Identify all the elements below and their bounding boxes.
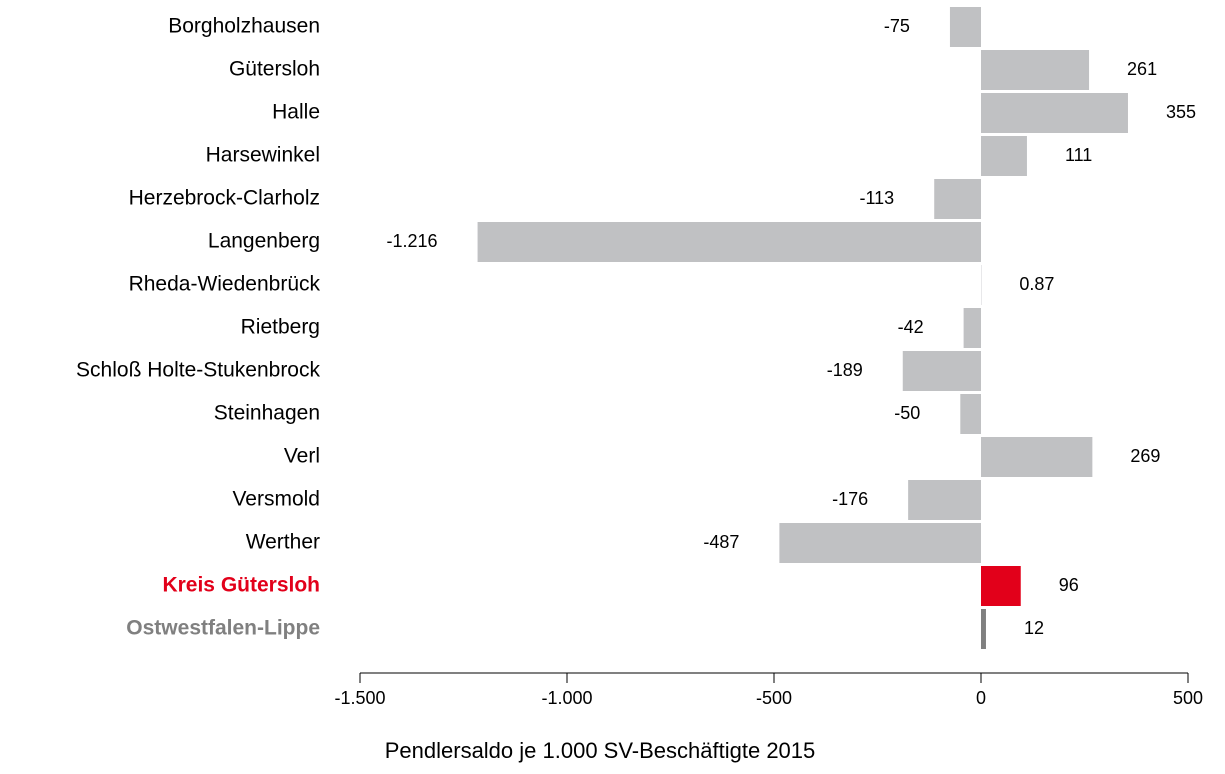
bar [981,136,1027,176]
x-tick-label: 500 [1173,688,1203,708]
bar [960,394,981,434]
bar [981,437,1093,477]
category-label: Werther [246,531,320,554]
category-label: Borgholzhausen [168,15,320,38]
category-label: Herzebrock-Clarholz [129,187,320,210]
value-label: -75 [884,16,910,36]
category-label: Versmold [232,488,320,511]
x-tick-label: -1.500 [334,688,385,708]
value-label: 261 [1127,59,1157,79]
value-label: -50 [894,403,920,423]
x-tick-label: -1.000 [541,688,592,708]
category-label: Kreis Gütersloh [162,574,320,597]
category-label: Ostwestfalen-Lippe [126,617,320,640]
value-label: 269 [1130,446,1160,466]
bar [981,50,1090,90]
bar [902,351,981,391]
x-axis-title: Pendlersaldo je 1.000 SV-Beschäftigte 20… [385,738,816,763]
bar [949,7,981,47]
category-label: Harsewinkel [206,144,320,167]
category-label: Verl [284,445,320,468]
value-label: 0.87 [1019,274,1054,294]
value-label: 355 [1166,102,1196,122]
value-label: -1.216 [387,231,438,251]
category-label: Gütersloh [229,58,320,81]
category-label: Steinhagen [214,402,320,425]
value-label: 96 [1059,575,1079,595]
value-label: -487 [703,532,739,552]
bar [779,523,981,563]
value-label: -42 [898,317,924,337]
bar [963,308,981,348]
category-label: Schloß Holte-Stukenbrock [76,359,320,382]
bar [477,222,981,262]
bar [934,179,981,219]
value-label: -176 [832,489,868,509]
category-label: Langenberg [208,230,320,253]
category-label: Rietberg [241,316,320,339]
category-label: Halle [272,101,320,124]
x-tick-label: -500 [756,688,792,708]
x-tick-label: 0 [976,688,986,708]
bar [981,93,1128,133]
category-label: Rheda-Wiedenbrück [129,273,321,296]
bar [908,480,981,520]
value-label: 12 [1024,618,1044,638]
value-label: 111 [1065,145,1092,165]
bar [981,609,986,649]
bar [981,566,1021,606]
value-label: -189 [827,360,863,380]
value-label: -113 [860,188,895,208]
